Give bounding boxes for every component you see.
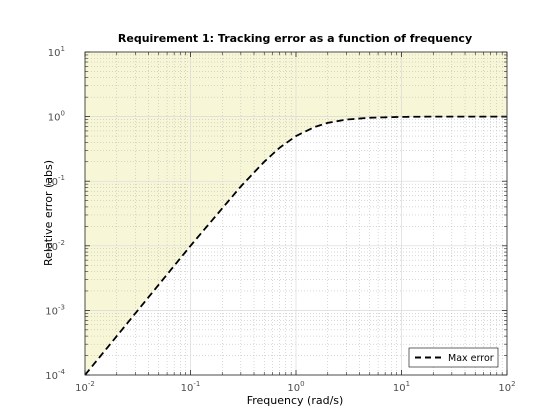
y-tick-label: 10-3	[45, 303, 65, 317]
y-tick-label: 100	[48, 110, 65, 124]
x-tick-label: 101	[393, 380, 410, 394]
series-layer	[84, 115, 507, 376]
x-tick-label: 100	[287, 380, 304, 394]
legend-label-max-error: Max error	[448, 353, 494, 364]
chart-title: Requirement 1: Tracking error as a funct…	[118, 32, 472, 45]
y-tick-label: 101	[48, 45, 65, 59]
legend: Max error	[408, 347, 499, 368]
x-tick-label: 10-1	[181, 380, 201, 394]
legend-box	[408, 347, 499, 368]
y-tick-label: 10-1	[45, 174, 65, 188]
x-axis-label: Frequency (rad/s)	[247, 394, 344, 407]
x-tick-label: 10-2	[75, 380, 95, 394]
y-tick-label: 10-4	[45, 368, 65, 382]
y-axis-label: Relative error (abs)	[42, 160, 55, 266]
x-tick-labels: 10-2 10-1 100 101 102	[75, 380, 515, 394]
x-tick-label: 102	[498, 380, 515, 394]
tick-marks	[84, 51, 508, 376]
y-tick-labels: 10-4 10-3 10-2 10-1 100 101	[45, 45, 65, 382]
y-tick-label: 10-2	[45, 239, 65, 253]
series-line-max-error	[84, 115, 507, 376]
